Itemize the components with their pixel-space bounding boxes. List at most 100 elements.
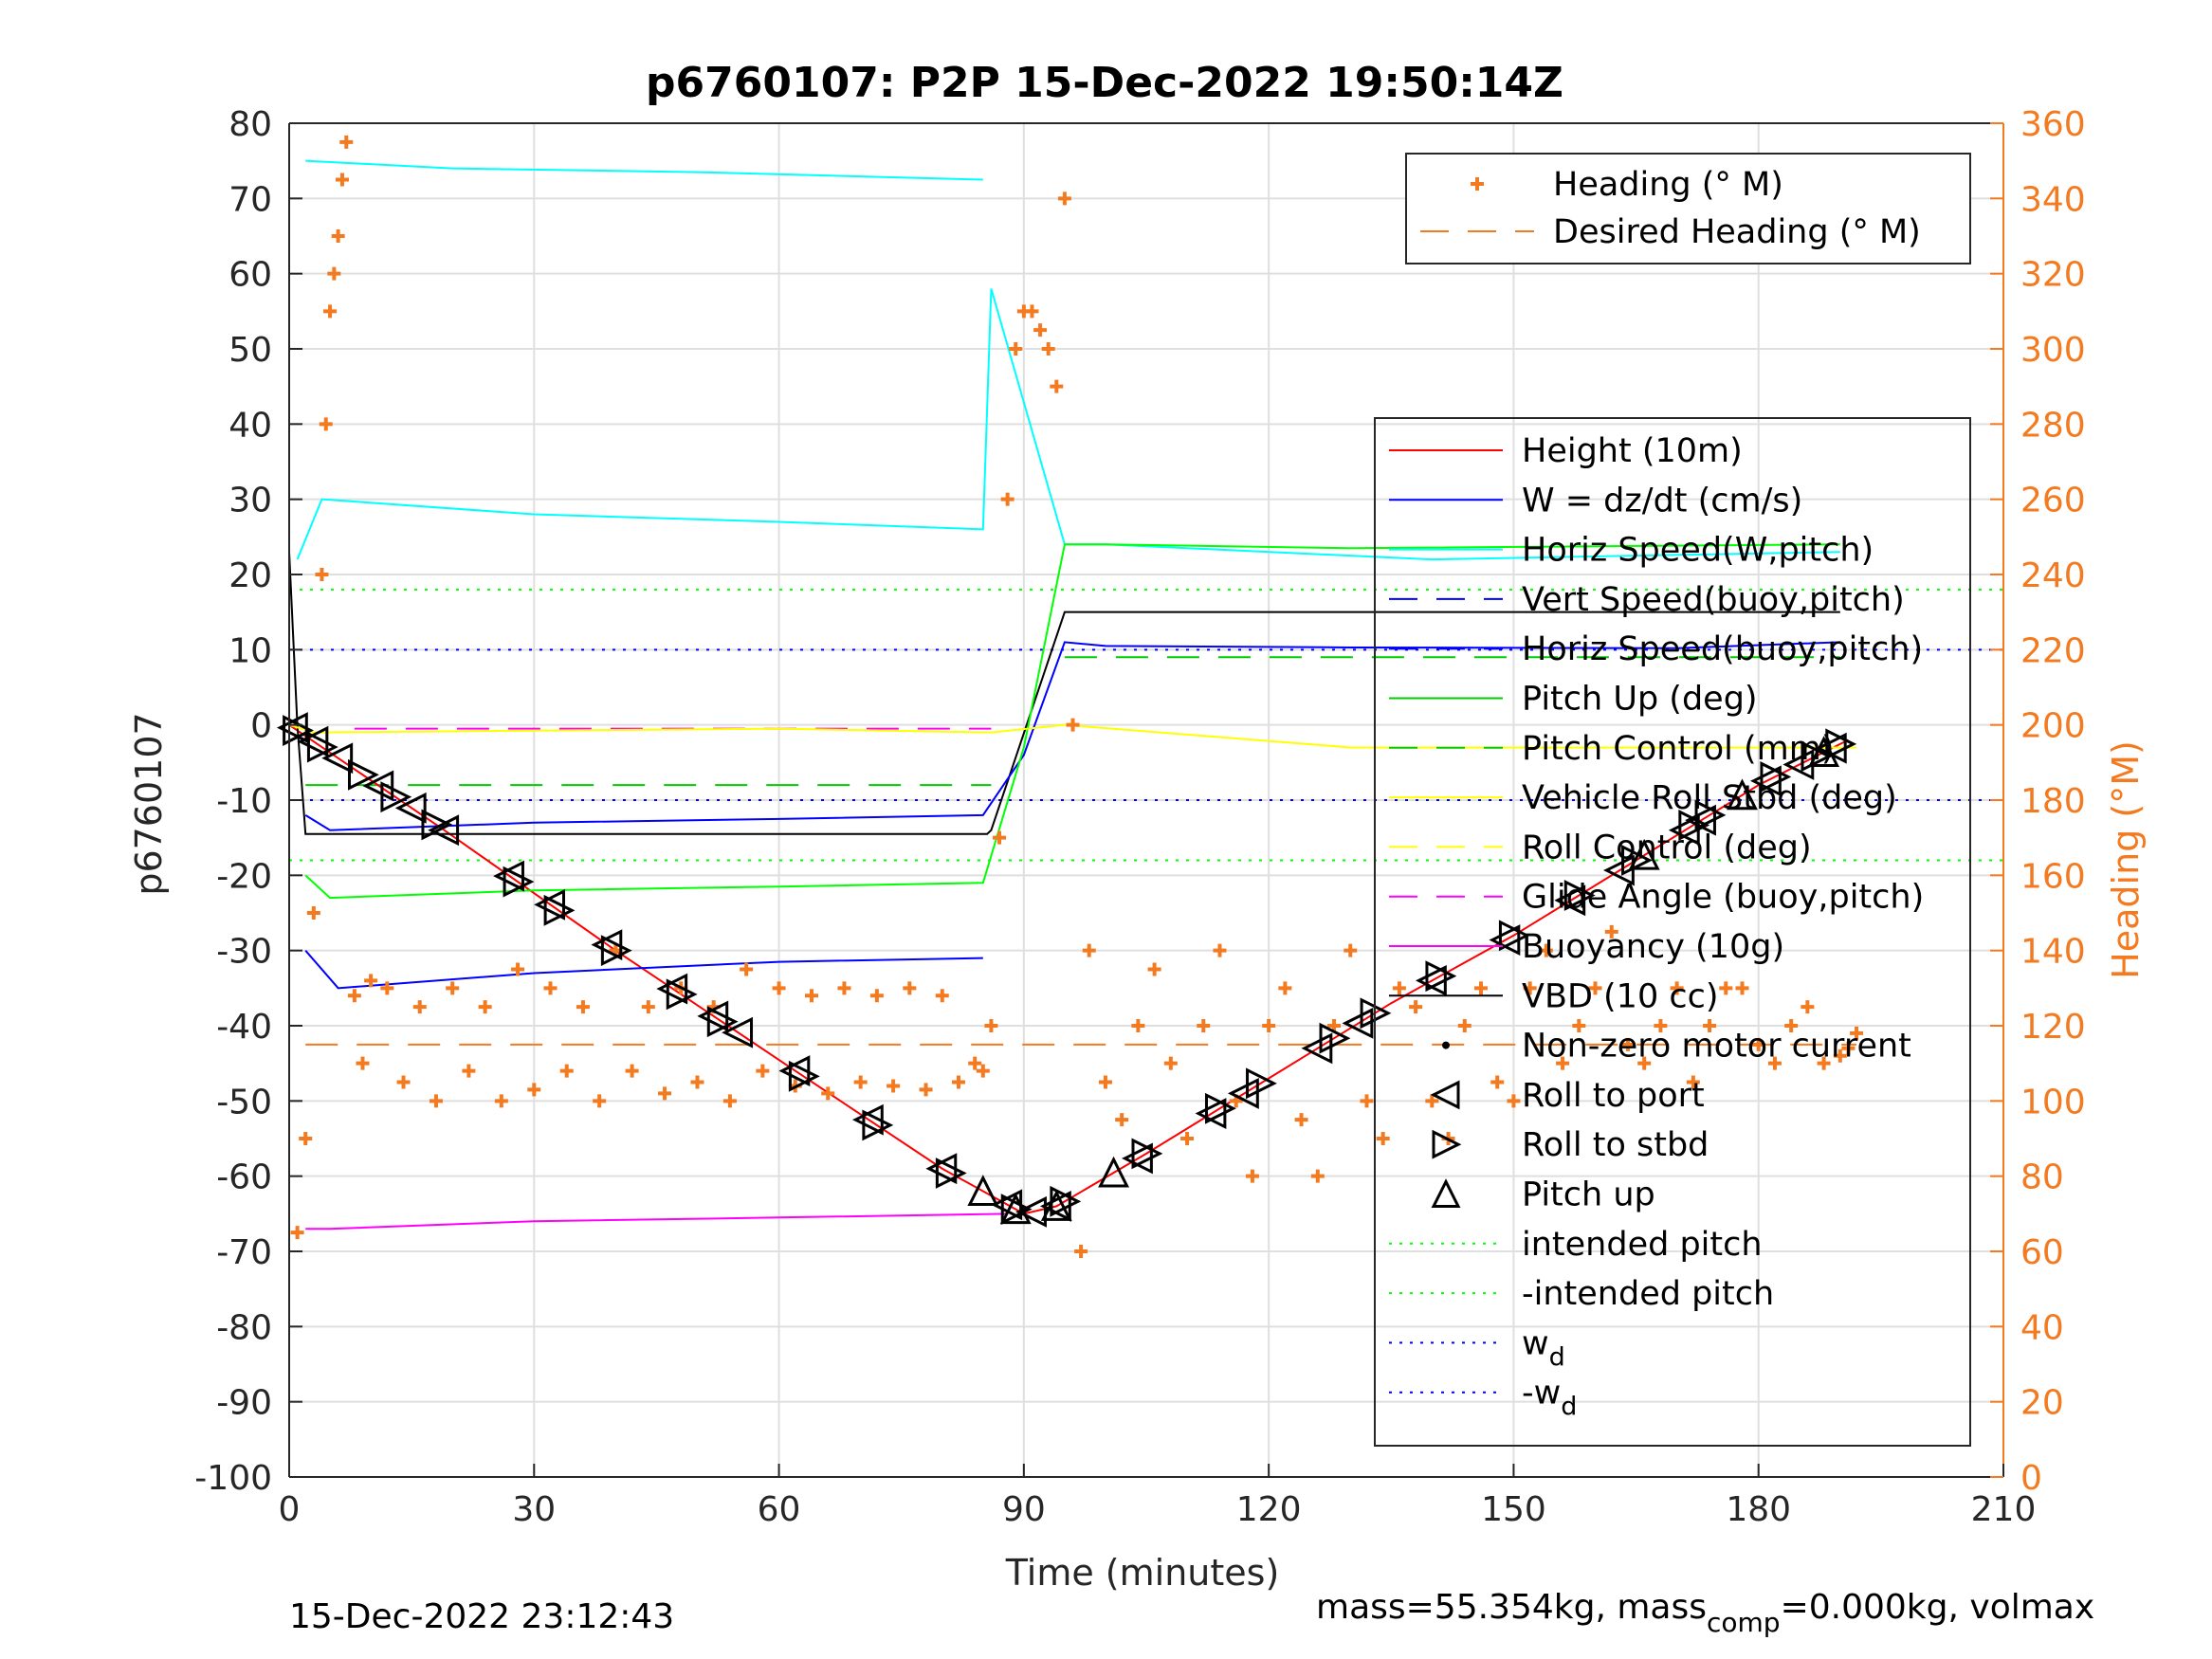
- heading-point: [1572, 1019, 1586, 1032]
- pitch_up-marker: [1727, 778, 1758, 811]
- roll_stbd-marker: [706, 1006, 739, 1038]
- roll_stbd-marker: [1760, 761, 1792, 793]
- roll_stbd-marker: [1319, 1022, 1351, 1054]
- legend-label: Heading (° M): [1553, 166, 1783, 204]
- roll_stbd-marker: [1204, 1092, 1236, 1124]
- legend-label: Vert Speed(buoy,pitch): [1522, 581, 1905, 619]
- series-line: [305, 1212, 1008, 1231]
- y-tick-label: -60: [216, 1158, 272, 1197]
- legend-plus: [1471, 177, 1484, 191]
- y2-tick-label: 160: [2020, 857, 2086, 896]
- heading-point: [1767, 1056, 1782, 1070]
- legend-label-sub: d: [1549, 1342, 1565, 1372]
- roll_stbd-marker: [347, 758, 379, 791]
- heading-point: [1556, 1056, 1570, 1070]
- roll_stbd-marker: [1498, 920, 1530, 952]
- heading-point: [1833, 1048, 1847, 1063]
- legend-dot: [1442, 1041, 1450, 1049]
- roll_stbd-marker: [1563, 880, 1596, 911]
- heading-legend-box: [1405, 153, 1971, 264]
- pitch_up-marker: [1628, 838, 1660, 870]
- heading-point: [543, 981, 558, 995]
- heading-point: [1082, 943, 1096, 957]
- heading-point: [1801, 1000, 1815, 1014]
- heading-point: [1751, 1037, 1765, 1051]
- heading-point: [837, 981, 851, 995]
- footer-mass-prefix: mass=55.354kg, mass: [1316, 1588, 1707, 1627]
- heading-point: [976, 1064, 990, 1078]
- x-tick-label: 210: [1971, 1490, 2037, 1529]
- heading-point: [1115, 1113, 1129, 1127]
- legend-marker: [1430, 1080, 1460, 1110]
- heading-point: [984, 1019, 998, 1032]
- roll_stbd-marker: [503, 866, 535, 898]
- legend-label: Pitch Control (mm): [1522, 730, 1834, 768]
- heading-point: [1490, 1075, 1505, 1089]
- footer-mass-suffix: =0.000kg, volmax: [1781, 1588, 2095, 1627]
- heading-point: [1213, 943, 1227, 957]
- legend-label: Pitch up: [1522, 1176, 1655, 1214]
- legend-label: VBD (10 cc): [1522, 977, 1719, 1015]
- heading-point: [306, 906, 320, 920]
- y2-axis-label: Heading (°M): [2105, 740, 2147, 979]
- heading-point: [319, 417, 333, 431]
- heading-point: [1245, 1169, 1259, 1183]
- heading-point: [1784, 1019, 1799, 1032]
- heading-legend: Heading (° M) Desired Heading (° M): [1405, 153, 1971, 264]
- heading-point: [356, 1056, 370, 1070]
- y-tick-label: 0: [250, 707, 272, 746]
- legend-label: Height (10m): [1522, 432, 1743, 470]
- heading-point: [1000, 492, 1015, 506]
- heading-point: [335, 173, 349, 187]
- heading-point: [1066, 718, 1080, 732]
- legend-marker: [1431, 1178, 1461, 1208]
- heading-point: [1074, 1245, 1088, 1258]
- y-tick-label: 70: [229, 180, 272, 219]
- y-tick-label: -50: [216, 1083, 272, 1121]
- heading-point: [593, 1094, 607, 1108]
- heading-point: [1670, 981, 1684, 995]
- roll_stbd-marker: [935, 1158, 967, 1189]
- x-tick-label: 60: [758, 1490, 801, 1529]
- legend-label: Non-zero motor current: [1522, 1028, 1911, 1066]
- x-tick-label: 0: [279, 1490, 301, 1529]
- roll_port-marker: [321, 742, 354, 775]
- series-line: [288, 723, 1857, 749]
- roll_stbd-marker: [1246, 1067, 1277, 1100]
- x-tick-label: 90: [1002, 1490, 1046, 1529]
- heading-point: [968, 1056, 982, 1070]
- y-tick-label: 40: [229, 406, 272, 445]
- main-legend-box: [1374, 417, 1971, 1447]
- y2-tick-label: 320: [2020, 256, 2086, 295]
- legends: Heading (° M) Desired Heading (° M) Height…: [1374, 153, 1971, 1447]
- heading-point: [576, 1000, 590, 1014]
- pitch_up-marker: [1098, 1156, 1129, 1188]
- heading-point: [494, 1094, 508, 1108]
- heading-point: [380, 981, 394, 995]
- heading-point: [1620, 1037, 1635, 1051]
- heading-point: [1604, 924, 1618, 939]
- heading-point: [290, 1226, 304, 1240]
- y2-tick-label: 100: [2020, 1083, 2086, 1121]
- roll_stbd-marker: [1425, 960, 1457, 993]
- heading-point: [1703, 1019, 1717, 1032]
- roll_port-marker: [591, 929, 623, 961]
- legend-label: Roll to stbd: [1522, 1126, 1709, 1164]
- y-axis-label: p6760107: [128, 712, 170, 895]
- heading-point: [1041, 342, 1055, 356]
- roll_port-marker: [534, 888, 566, 921]
- heading-point: [1009, 342, 1023, 356]
- heading-point: [740, 962, 754, 976]
- heading-point: [951, 1075, 965, 1089]
- heading-point: [446, 981, 460, 995]
- heading-point: [396, 1075, 411, 1089]
- heading-point: [1147, 962, 1161, 976]
- heading-point: [478, 1000, 492, 1014]
- legend-label: Horiz Speed(W,pitch): [1522, 532, 1874, 570]
- y2-tick-label: 180: [2020, 782, 2086, 821]
- heading-point: [1841, 1041, 1856, 1055]
- roll_stbd-marker: [283, 715, 314, 746]
- y2-tick-label: 240: [2020, 556, 2086, 595]
- x-tick-label: 120: [1236, 1490, 1302, 1529]
- heading-point: [462, 1064, 476, 1078]
